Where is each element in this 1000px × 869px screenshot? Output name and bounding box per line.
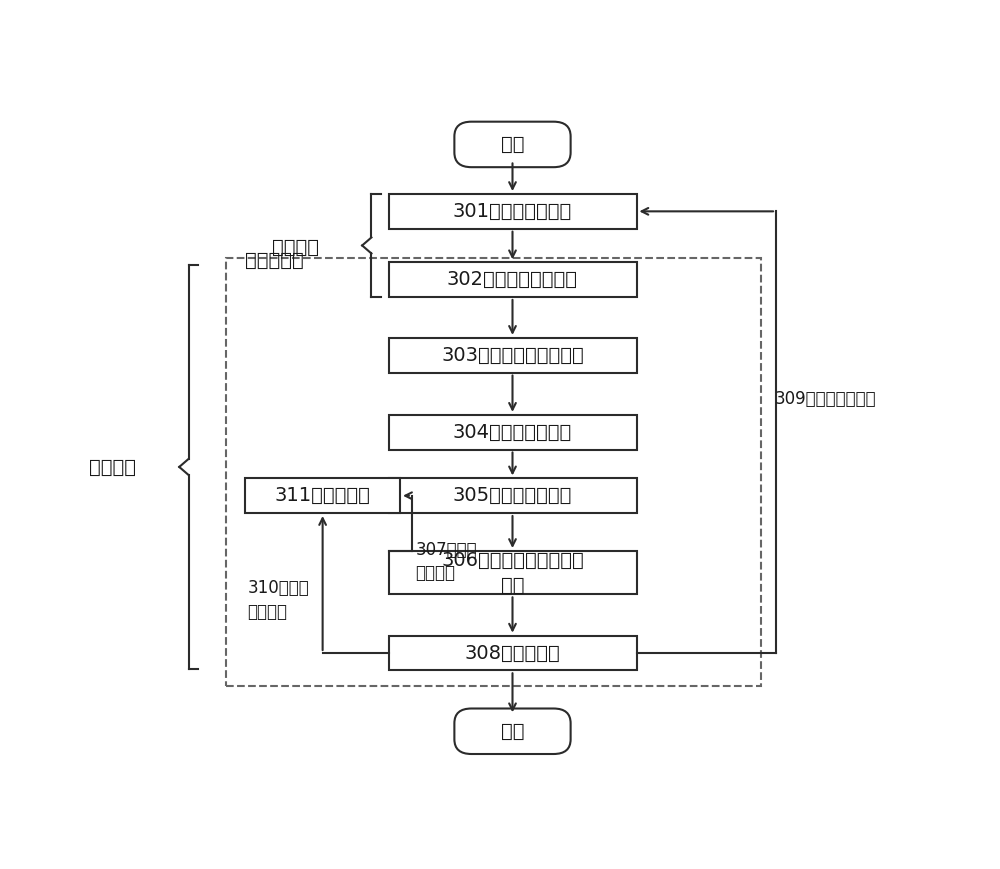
FancyBboxPatch shape [454, 708, 571, 754]
Bar [388, 415, 637, 449]
Text: 311，统计信息: 311，统计信息 [275, 487, 371, 505]
Text: 307，传递
分配信息: 307，传递 分配信息 [416, 541, 477, 582]
Text: 306，基于代价进行内存
分配: 306，基于代价进行内存 分配 [441, 551, 584, 594]
Text: 302，创建内存分配器: 302，创建内存分配器 [447, 270, 578, 289]
Text: 309，更新配置信息: 309，更新配置信息 [774, 389, 876, 408]
FancyBboxPatch shape [454, 122, 571, 167]
Text: 303，应用程序请求内存: 303，应用程序请求内存 [441, 346, 584, 365]
Text: 304，获取请求类型: 304，获取请求类型 [453, 422, 572, 441]
Text: 使用阶段: 使用阶段 [89, 457, 136, 476]
Text: 301，获取配置信息: 301，获取配置信息 [453, 202, 572, 221]
Bar [226, 258, 761, 687]
Bar [388, 338, 637, 373]
Bar [388, 194, 637, 229]
Bar [388, 635, 637, 670]
Text: 内存分配器: 内存分配器 [245, 251, 304, 270]
Text: 创建阶段: 创建阶段 [272, 238, 319, 257]
Bar [245, 478, 400, 513]
Bar [388, 478, 637, 513]
Text: 310，传递
释放信息: 310，传递 释放信息 [247, 580, 309, 621]
Bar [388, 551, 637, 594]
Text: 开始: 开始 [501, 135, 524, 154]
Text: 305，计算分配代价: 305，计算分配代价 [453, 487, 572, 505]
Text: 结束: 结束 [501, 722, 524, 740]
Bar [388, 262, 637, 297]
Text: 308，内存释放: 308，内存释放 [465, 643, 560, 662]
